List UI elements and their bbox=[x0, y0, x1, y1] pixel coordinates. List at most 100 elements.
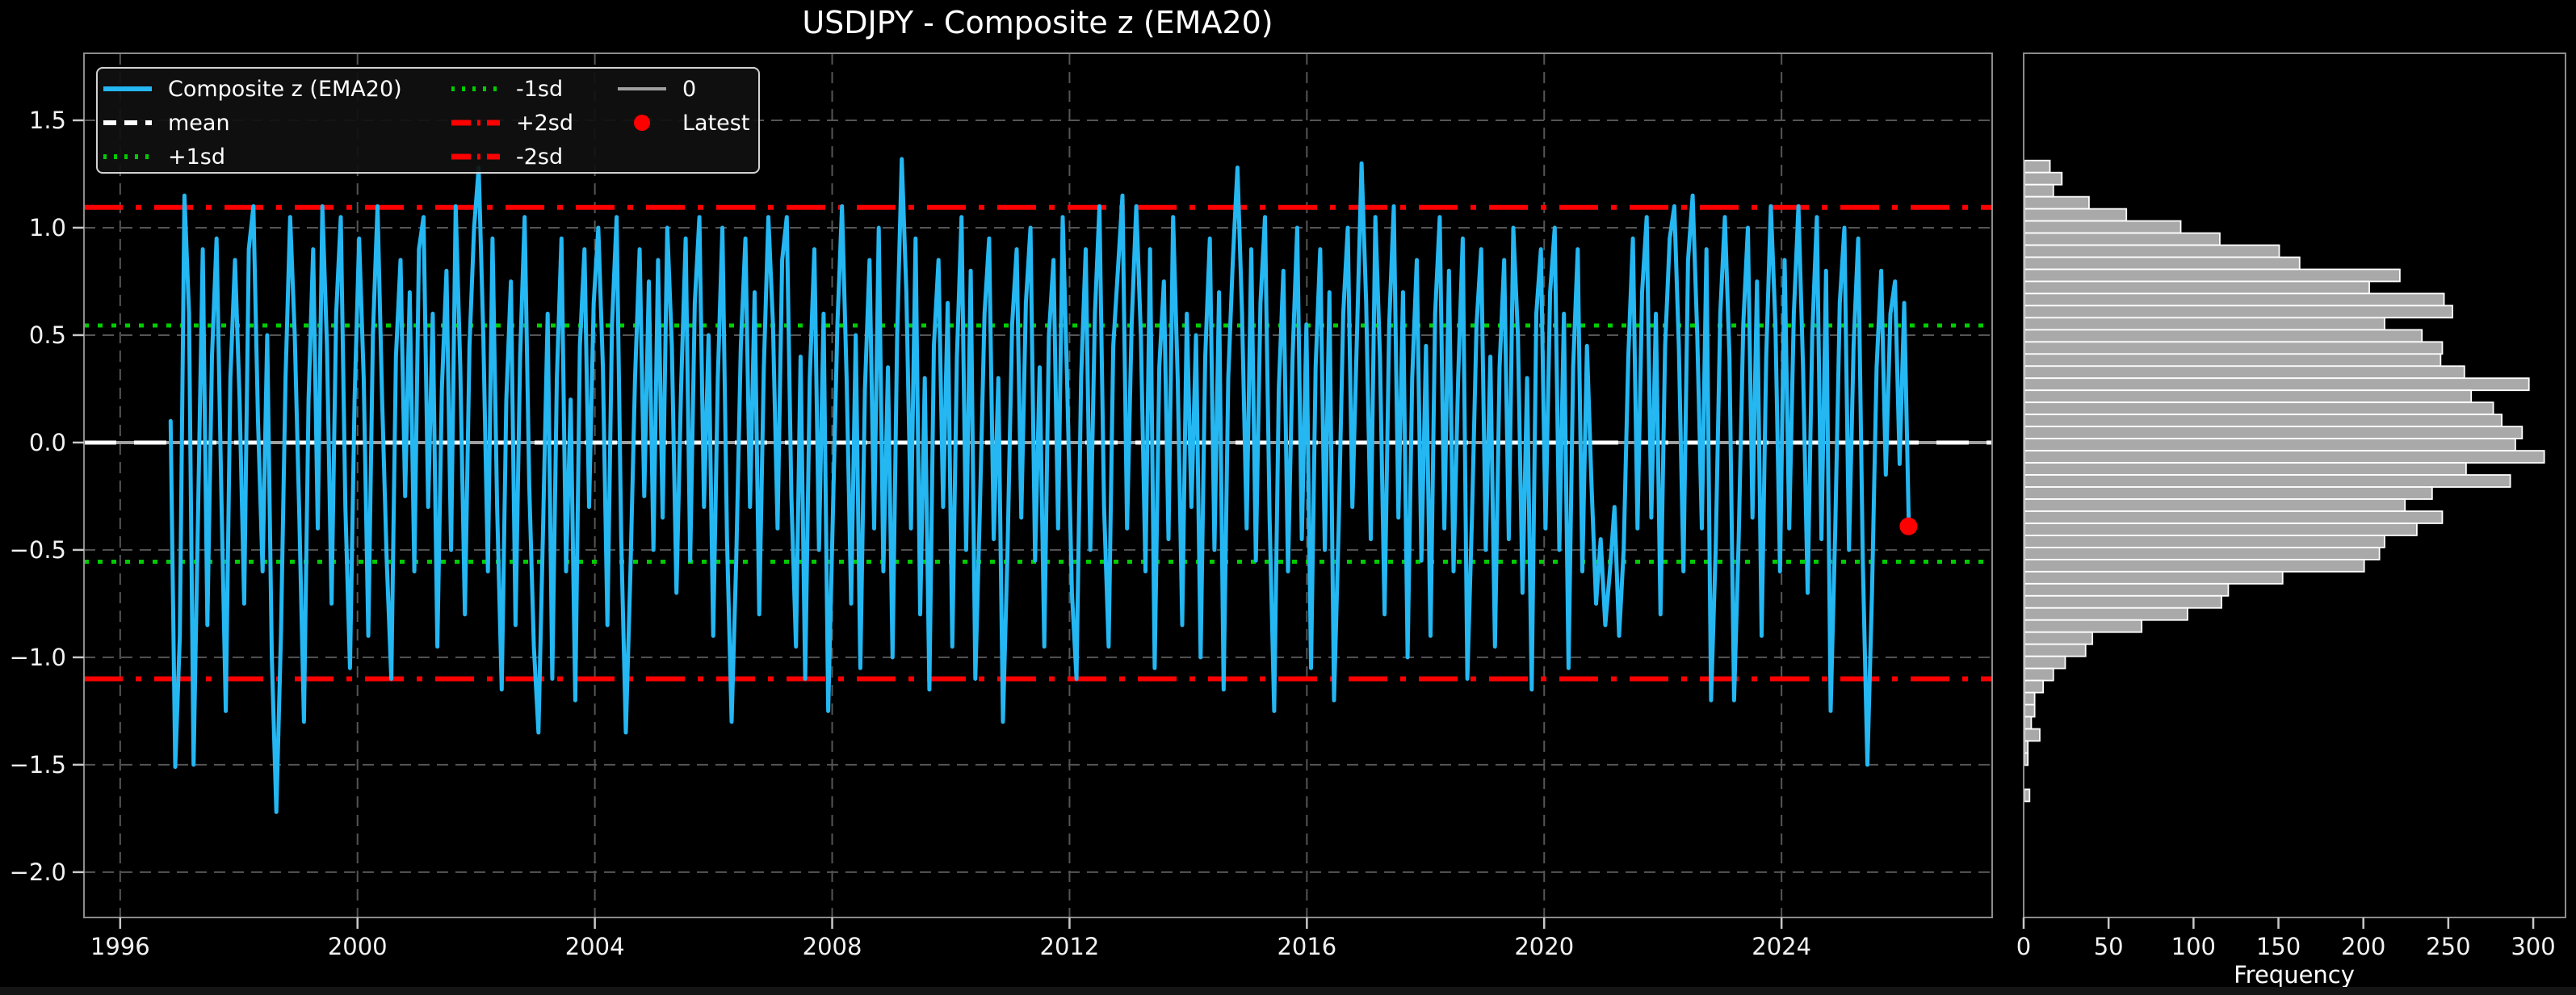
histogram-bar bbox=[2024, 304, 2453, 319]
histogram-bar bbox=[2024, 171, 2063, 186]
legend-label: -1sd bbox=[516, 76, 564, 102]
histogram-bar bbox=[2024, 728, 2041, 742]
x-tick-label: 1996 bbox=[90, 933, 150, 960]
histogram-bar bbox=[2024, 280, 2370, 295]
histogram-bar bbox=[2024, 438, 2516, 451]
axes-spines bbox=[83, 52, 2566, 918]
histogram-bar bbox=[2024, 462, 2467, 476]
histogram-bar bbox=[2024, 244, 2280, 258]
y-tick-label: −1.0 bbox=[10, 644, 66, 671]
histogram-bar bbox=[2024, 691, 2036, 706]
histogram-bars bbox=[2024, 159, 2545, 803]
histogram-bar bbox=[2024, 268, 2401, 283]
legend-marker-icon bbox=[634, 115, 650, 131]
histogram-bar bbox=[2024, 341, 2444, 355]
x-tick-label: 2004 bbox=[565, 933, 625, 960]
histogram-bar bbox=[2024, 788, 2031, 803]
histogram-bar bbox=[2024, 631, 2094, 645]
histogram-bar bbox=[2024, 450, 2545, 464]
histogram-bar bbox=[2024, 667, 2054, 682]
histogram-bar bbox=[2024, 643, 2087, 657]
histogram-bar bbox=[2024, 716, 2033, 730]
legend-column: 0 Latest bbox=[618, 72, 749, 140]
histogram-bar bbox=[2024, 486, 2433, 500]
y-tick-label: 1.0 bbox=[29, 214, 66, 241]
histogram-bar bbox=[2024, 377, 2530, 392]
chart-title: USDJPY - Composite z (EMA20) bbox=[802, 5, 1273, 40]
histogram-bar bbox=[2024, 655, 2066, 670]
legend-line-icon bbox=[451, 153, 500, 160]
main-axes bbox=[83, 52, 1993, 918]
legend-line-icon bbox=[103, 86, 152, 91]
legend-line-icon bbox=[103, 120, 152, 125]
histogram-bar bbox=[2024, 740, 2029, 754]
legend-label: Latest bbox=[682, 110, 750, 136]
legend-label: mean bbox=[168, 110, 230, 136]
legend-entry: +1sd bbox=[103, 140, 402, 174]
tick-marks bbox=[73, 119, 2535, 929]
histogram-bar bbox=[2024, 619, 2143, 633]
legend-entry: Composite z (EMA20) bbox=[103, 72, 402, 106]
histogram-bar bbox=[2024, 474, 2511, 488]
x-tick-label: 2024 bbox=[1752, 933, 1811, 960]
legend-line-icon bbox=[103, 154, 152, 159]
x-tick-label: 2008 bbox=[803, 933, 862, 960]
legend-label: +1sd bbox=[168, 144, 226, 170]
histogram-bar bbox=[2024, 317, 2385, 331]
histogram-bar bbox=[2024, 389, 2473, 404]
legend-line-icon bbox=[618, 87, 666, 90]
x-tick-label: 2020 bbox=[1514, 933, 1574, 960]
histogram-bar bbox=[2024, 498, 2406, 512]
histogram-bar bbox=[2024, 752, 2029, 766]
latest-marker bbox=[1899, 517, 1918, 535]
histogram-bar bbox=[2024, 523, 2418, 536]
histogram-bar bbox=[2024, 679, 2045, 694]
histogram-bar bbox=[2024, 401, 2494, 416]
histogram-bar bbox=[2024, 183, 2054, 198]
legend-entry: 0 bbox=[618, 72, 749, 106]
legend-label: Composite z (EMA20) bbox=[168, 76, 402, 102]
histogram-bar bbox=[2024, 582, 2230, 597]
histogram-bar bbox=[2024, 195, 2090, 210]
histogram-bar bbox=[2024, 232, 2221, 246]
legend-label: +2sd bbox=[516, 110, 574, 136]
legend-line-icon bbox=[451, 120, 500, 126]
legend-entry: -1sd bbox=[451, 72, 573, 106]
y-tick-label: −0.5 bbox=[10, 536, 66, 564]
hist-x-tick-label: 150 bbox=[2256, 933, 2301, 960]
histogram-bar bbox=[2024, 329, 2423, 343]
legend-label: -2sd bbox=[516, 144, 564, 170]
legend-column: -1sd +2sd -2sd bbox=[451, 72, 573, 174]
histogram-bar bbox=[2024, 558, 2365, 573]
legend-label: 0 bbox=[682, 76, 697, 102]
hist-x-tick-label: 250 bbox=[2426, 933, 2470, 960]
hist-x-tick-label: 300 bbox=[2511, 933, 2555, 960]
histogram-bar bbox=[2024, 256, 2301, 271]
legend-entry: mean bbox=[103, 106, 402, 140]
legend-entry: -2sd bbox=[451, 140, 573, 174]
legend-entry: Latest bbox=[618, 106, 749, 140]
histogram-bar bbox=[2024, 510, 2444, 524]
x-tick-label: 2000 bbox=[328, 933, 388, 960]
histogram-bar bbox=[2024, 703, 2036, 718]
y-tick-label: 0.0 bbox=[29, 429, 66, 456]
y-tick-label: −2.0 bbox=[10, 859, 66, 886]
y-tick-label: 1.5 bbox=[29, 107, 66, 134]
histogram-bar bbox=[2024, 365, 2465, 380]
legend-column: Composite z (EMA20) mean +1sd bbox=[103, 72, 402, 174]
histogram-bar bbox=[2024, 208, 2128, 222]
histogram-bar bbox=[2024, 292, 2445, 307]
histogram-bar bbox=[2024, 159, 2051, 174]
histogram-xlabel: Frequency bbox=[2234, 961, 2355, 989]
histogram-bar bbox=[2024, 570, 2284, 585]
hist-x-tick-label: 200 bbox=[2341, 933, 2385, 960]
legend-entry: +2sd bbox=[451, 106, 573, 140]
histogram-bar bbox=[2024, 220, 2182, 234]
histogram-bar bbox=[2024, 594, 2222, 609]
hist-x-tick-label: 50 bbox=[2094, 933, 2124, 960]
histogram-bar bbox=[2024, 607, 2188, 621]
histogram-bar bbox=[2024, 414, 2503, 428]
x-tick-label: 2012 bbox=[1040, 933, 1100, 960]
